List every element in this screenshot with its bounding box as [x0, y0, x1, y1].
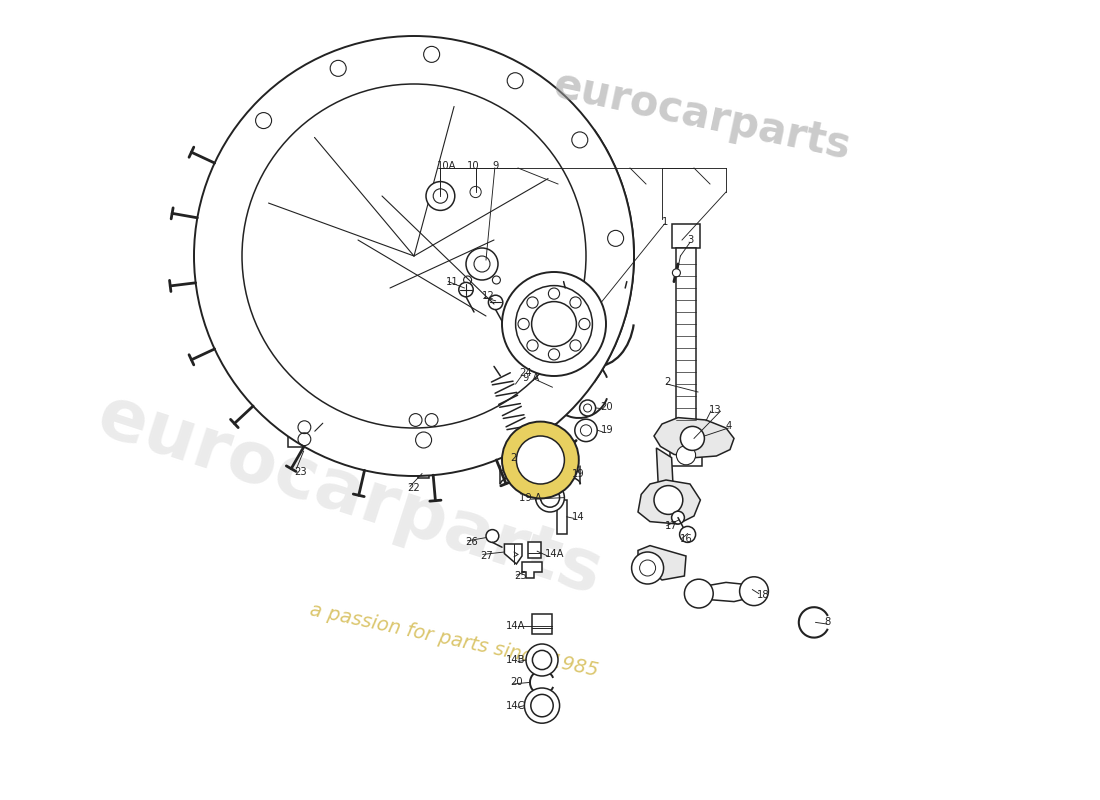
Circle shape — [684, 579, 713, 608]
Circle shape — [486, 530, 498, 542]
Polygon shape — [464, 176, 486, 208]
Circle shape — [580, 400, 595, 416]
Circle shape — [654, 486, 683, 514]
Text: 20: 20 — [510, 678, 522, 687]
Bar — [532, 614, 551, 634]
Circle shape — [194, 36, 634, 476]
Bar — [418, 462, 429, 478]
Text: eurocarparts: eurocarparts — [89, 382, 612, 610]
Circle shape — [681, 426, 704, 450]
Text: 14A: 14A — [506, 621, 526, 630]
Circle shape — [507, 73, 524, 89]
Text: 19 A: 19 A — [519, 493, 541, 502]
Circle shape — [416, 432, 431, 448]
Text: 27: 27 — [481, 551, 493, 561]
Text: 4: 4 — [726, 421, 733, 430]
Text: 14C: 14C — [506, 701, 526, 710]
Circle shape — [466, 248, 498, 280]
Bar — [528, 542, 541, 558]
Polygon shape — [399, 420, 448, 464]
Circle shape — [502, 422, 579, 498]
Circle shape — [631, 552, 663, 584]
Text: 9: 9 — [493, 161, 498, 170]
Circle shape — [680, 526, 695, 542]
Circle shape — [426, 414, 438, 426]
Polygon shape — [505, 544, 522, 564]
Text: 9 A: 9 A — [522, 373, 539, 382]
Polygon shape — [654, 418, 734, 458]
Polygon shape — [657, 448, 674, 504]
Text: 10: 10 — [466, 161, 480, 170]
Polygon shape — [288, 415, 324, 447]
Circle shape — [459, 282, 473, 297]
Circle shape — [488, 295, 503, 310]
Text: 3: 3 — [688, 235, 694, 245]
Text: 23: 23 — [294, 467, 307, 477]
Text: 1: 1 — [662, 217, 669, 226]
Circle shape — [572, 132, 587, 148]
Text: 8: 8 — [824, 618, 830, 627]
Polygon shape — [638, 480, 701, 524]
Circle shape — [532, 650, 551, 670]
Circle shape — [547, 463, 569, 486]
Circle shape — [409, 414, 422, 426]
Text: 10A: 10A — [437, 161, 455, 170]
Text: 14: 14 — [572, 512, 584, 522]
Text: 14B: 14B — [506, 655, 526, 665]
Text: 25: 25 — [514, 571, 527, 581]
Circle shape — [424, 46, 440, 62]
Circle shape — [672, 511, 684, 524]
Text: 20: 20 — [601, 402, 613, 412]
Circle shape — [739, 577, 769, 606]
Circle shape — [531, 694, 553, 717]
Circle shape — [525, 688, 560, 723]
Circle shape — [330, 60, 346, 76]
FancyBboxPatch shape — [454, 238, 510, 294]
Bar — [675, 248, 696, 424]
Bar — [474, 290, 490, 302]
Text: 24: 24 — [519, 368, 532, 378]
Circle shape — [575, 419, 597, 442]
Circle shape — [526, 644, 558, 676]
Circle shape — [426, 182, 454, 210]
Text: 17: 17 — [664, 522, 678, 531]
Circle shape — [676, 446, 695, 465]
Text: 16: 16 — [680, 534, 692, 544]
Text: 18: 18 — [757, 590, 769, 600]
Text: eurocarparts: eurocarparts — [549, 64, 854, 168]
Text: 11: 11 — [446, 277, 459, 286]
Text: 21: 21 — [510, 453, 522, 462]
Text: 19: 19 — [572, 469, 584, 478]
Text: 12: 12 — [482, 291, 495, 301]
Text: 19: 19 — [601, 425, 613, 434]
Circle shape — [516, 436, 564, 484]
Text: 26: 26 — [465, 538, 477, 547]
Polygon shape — [638, 546, 686, 580]
Circle shape — [255, 113, 272, 129]
Polygon shape — [694, 582, 758, 602]
Circle shape — [607, 230, 624, 246]
Text: 13: 13 — [708, 405, 720, 414]
Circle shape — [672, 269, 681, 277]
Text: 2: 2 — [664, 378, 671, 387]
Bar — [673, 424, 698, 442]
Bar — [558, 500, 566, 534]
Text: 14A: 14A — [546, 550, 564, 559]
Bar — [672, 224, 701, 248]
Circle shape — [502, 272, 606, 376]
Text: a passion for parts since 1985: a passion for parts since 1985 — [308, 600, 600, 680]
Polygon shape — [522, 562, 542, 578]
Circle shape — [536, 483, 564, 512]
Bar — [670, 446, 702, 466]
Text: 22: 22 — [408, 483, 420, 493]
